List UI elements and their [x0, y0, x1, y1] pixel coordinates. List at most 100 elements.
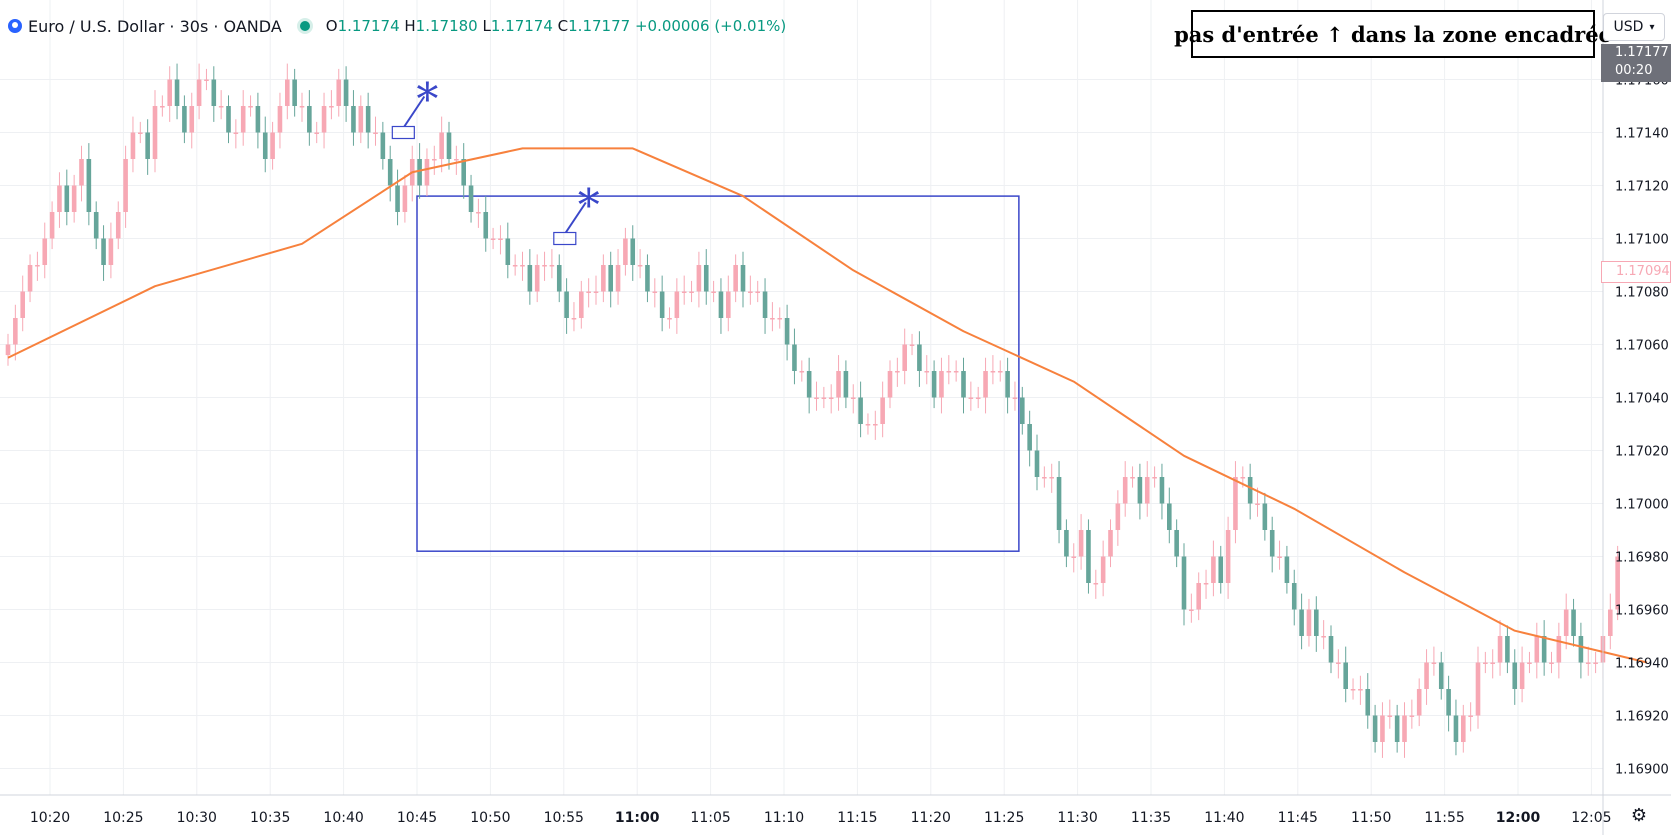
candle-body [1409, 715, 1415, 717]
candle-body [1519, 662, 1525, 689]
candle-body [902, 344, 907, 371]
candle-body [1343, 662, 1348, 689]
candle [924, 355, 930, 385]
candle-body [336, 79, 342, 106]
candle [490, 227, 496, 250]
candle [1328, 625, 1334, 674]
candle-body [71, 185, 77, 212]
candle-body [255, 106, 261, 133]
high-label: H [404, 17, 416, 35]
candle-body [27, 265, 33, 292]
candle-body [586, 291, 591, 293]
candle-body [380, 132, 386, 159]
candle-body [358, 106, 364, 133]
candle-body [917, 344, 922, 371]
candle-body [1012, 397, 1018, 399]
candle-body [218, 106, 224, 108]
candle-body [1189, 609, 1194, 611]
candle [689, 280, 694, 303]
candle [1203, 569, 1209, 599]
marker-arrow [403, 95, 426, 128]
x-tick-label: 11:50 [1351, 810, 1391, 826]
candle [1541, 620, 1547, 676]
candle-body [439, 132, 444, 159]
candle [1402, 702, 1407, 758]
candle [1262, 492, 1268, 541]
gear-icon[interactable]: ⚙ [1630, 804, 1648, 826]
candle [659, 275, 665, 332]
close-label: C [557, 17, 569, 35]
candle [395, 169, 400, 226]
candle [806, 357, 812, 414]
candle-body [1534, 636, 1540, 663]
candle [174, 63, 180, 120]
candle [49, 201, 55, 250]
candle-body [1365, 689, 1371, 716]
candle [454, 145, 459, 175]
candle-body [1358, 689, 1363, 691]
candle-body [770, 318, 775, 320]
candle [218, 90, 224, 120]
candle [196, 63, 202, 120]
candle [160, 95, 165, 117]
candle [711, 280, 716, 303]
candle-body [79, 159, 84, 186]
candle [512, 254, 518, 276]
candle [182, 95, 187, 144]
candle [990, 355, 996, 385]
candle [71, 174, 77, 223]
candle-body [1100, 556, 1106, 583]
candle-body [601, 265, 606, 292]
high-value: 1.17180 [415, 17, 478, 35]
candle-body [1512, 662, 1518, 689]
candle [615, 249, 621, 305]
candle-body [446, 132, 452, 159]
candle [865, 413, 871, 435]
candle [1336, 649, 1341, 679]
x-tick-label: 11:30 [1057, 810, 1097, 826]
candle [726, 275, 731, 332]
candle-body [1078, 530, 1084, 557]
currency-label: USD [1613, 19, 1644, 35]
candle-body [1122, 477, 1128, 504]
candle [1042, 466, 1047, 488]
symbol-title[interactable]: Euro / U.S. Dollar · 30s · OANDA [28, 16, 282, 36]
candle-body [1328, 636, 1334, 663]
currency-dropdown[interactable]: USD ▾ [1603, 13, 1665, 41]
candle-body [1314, 609, 1319, 636]
candle-body [57, 185, 62, 212]
candle [35, 251, 40, 281]
candle-body [865, 424, 871, 426]
candle-body [1144, 477, 1150, 504]
candle-body [1321, 636, 1326, 638]
y-tick-label: 1.17040 [1615, 392, 1669, 407]
candle [748, 275, 753, 305]
candle-body [130, 132, 136, 159]
open-label: O [325, 17, 338, 35]
candle [1218, 545, 1224, 594]
candle-body [1115, 503, 1121, 530]
candle-body [1262, 503, 1268, 530]
candle-body [549, 265, 555, 267]
candle [1453, 699, 1459, 756]
candle [483, 196, 489, 252]
candle [13, 304, 18, 361]
candle-body [1453, 715, 1459, 742]
annotation-textbox[interactable]: pas d'entrée ↑ dans la zone encadrée [1174, 10, 1612, 58]
candle [652, 278, 658, 308]
y-tick-label: 1.16900 [1615, 763, 1669, 778]
candle [27, 254, 33, 303]
candle-body [593, 291, 599, 293]
candle [917, 331, 922, 387]
candle-body [1424, 662, 1429, 689]
candle [1078, 514, 1084, 570]
candle [1049, 463, 1054, 493]
candle-body [1255, 503, 1260, 505]
candle-body [490, 238, 496, 240]
candle [1225, 516, 1231, 599]
candle [1321, 620, 1326, 650]
candle-body [512, 265, 518, 267]
candle [57, 172, 62, 228]
